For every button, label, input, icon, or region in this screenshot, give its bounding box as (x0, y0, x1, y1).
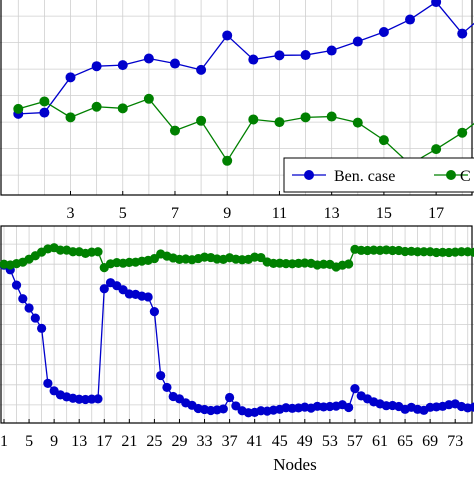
data-point (225, 392, 235, 403)
x-tick-label: 7 (171, 205, 179, 222)
data-point (248, 114, 259, 125)
data-point (222, 155, 233, 166)
data-point (143, 292, 153, 302)
data-point (457, 28, 468, 39)
data-point (300, 50, 311, 61)
series-line-1 (18, 98, 474, 166)
data-point (93, 247, 103, 257)
data-point (352, 36, 363, 47)
data-point (196, 115, 207, 126)
x-tick-label: 17 (96, 433, 112, 450)
data-point (378, 135, 389, 146)
data-point (352, 117, 363, 128)
data-point (117, 60, 128, 71)
x-tick-label: 5 (25, 433, 33, 450)
data-point (274, 117, 285, 128)
data-point (326, 111, 337, 122)
data-point (91, 61, 102, 72)
x-tick-label: 21 (121, 433, 137, 450)
data-point (117, 103, 128, 114)
x-axis-title: Nodes (273, 455, 316, 474)
x-tick-label: 37 (222, 433, 238, 450)
x-tick-label: 45 (272, 433, 288, 450)
x-tick-label: 5 (119, 205, 127, 222)
legend-label: C (460, 168, 471, 185)
data-point (156, 370, 166, 381)
x-tick-label: 13 (71, 433, 87, 450)
data-point (344, 259, 354, 269)
data-point (469, 402, 474, 412)
data-point (350, 384, 360, 394)
data-point (248, 54, 259, 65)
data-point (222, 30, 233, 41)
x-tick-label: 73 (447, 433, 463, 450)
data-point (300, 112, 311, 123)
data-point (43, 378, 53, 388)
data-point (39, 96, 50, 107)
legend-label: Ben. case (334, 168, 395, 185)
data-point (65, 72, 76, 83)
data-point (18, 294, 28, 304)
x-tick-label: 11 (272, 205, 287, 222)
legend-swatch-marker (304, 170, 314, 180)
x-tick-label: 69 (422, 433, 438, 450)
x-tick-label: 13 (324, 205, 340, 222)
data-point (169, 58, 180, 69)
x-tick-label: 61 (372, 433, 388, 450)
bottom-chart: 1 5 9 13 17 21 25 29 33 37 41 45 49 53 57 61 65 69 73 Nodes (0, 225, 474, 474)
x-tick-label: 53 (322, 433, 338, 450)
x-tick-label: 65 (397, 433, 413, 450)
data-point (344, 402, 354, 413)
data-point (143, 53, 154, 64)
data-point (378, 26, 389, 37)
data-point (469, 247, 474, 257)
legend-swatch-marker (446, 170, 456, 180)
data-point (143, 93, 154, 104)
data-point (431, 144, 442, 155)
x-tick-label: 33 (197, 433, 213, 450)
data-point (162, 382, 172, 393)
plot-frame (0, 0, 473, 196)
data-point (274, 50, 285, 61)
data-point (431, 0, 442, 8)
data-point (91, 101, 102, 112)
x-tick-label: 17 (428, 205, 444, 222)
data-point (39, 107, 50, 118)
data-point (11, 280, 22, 290)
x-tick-label: 9 (50, 433, 58, 450)
x-tick-label: 15 (376, 205, 392, 222)
data-point (30, 313, 40, 323)
data-point (218, 404, 228, 414)
data-point (24, 303, 34, 313)
plot-frame (0, 225, 473, 424)
data-point (405, 14, 416, 25)
x-tick-label: 3 (67, 205, 75, 222)
data-point (231, 401, 241, 411)
data-point (196, 64, 207, 75)
x-tick-label: 57 (347, 433, 363, 450)
data-point (93, 394, 103, 404)
data-point (99, 284, 109, 294)
data-point (169, 125, 180, 136)
x-tick-label: 25 (146, 433, 162, 450)
data-point (326, 45, 337, 56)
x-tick-label: 49 (297, 433, 313, 450)
data-point (13, 103, 24, 114)
data-point (457, 127, 468, 138)
data-point (37, 323, 47, 333)
x-tick-label: 1 (0, 433, 8, 450)
data-point (65, 112, 76, 123)
data-point (149, 307, 159, 317)
x-tick-label: 41 (247, 433, 263, 450)
x-tick-label: 29 (171, 433, 187, 450)
series-line-0 (3, 264, 474, 414)
x-tick-label: 9 (223, 205, 231, 222)
